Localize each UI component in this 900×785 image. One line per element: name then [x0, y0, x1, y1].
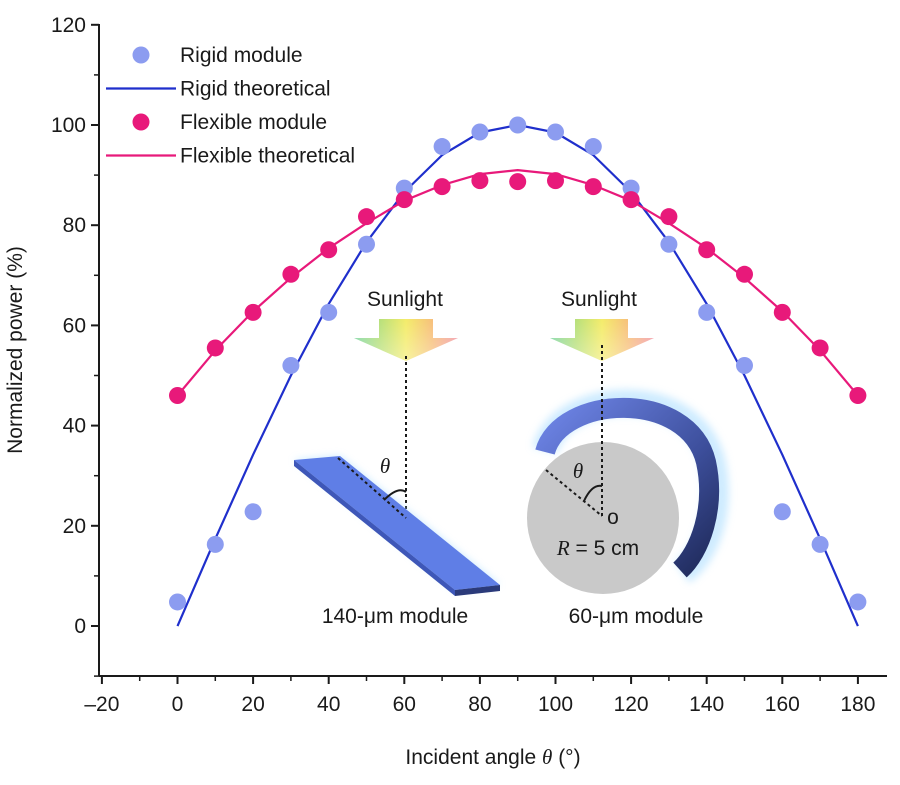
- y-tick-label: 80: [63, 214, 86, 237]
- rigid-module-point: [206, 535, 224, 553]
- inset-left: Sunlight θ 140-μm module: [294, 288, 500, 628]
- rigid-module-point: [471, 123, 489, 141]
- flexible-module-point: [320, 241, 338, 259]
- y-tick-label: 20: [63, 515, 86, 538]
- x-ticks: –20 0 20 40 60 80 100 120 140 160 180: [84, 676, 875, 716]
- flexible-module-point: [811, 339, 829, 357]
- x-tick-label: 40: [317, 693, 340, 716]
- flexible-module-point: [206, 339, 224, 357]
- cylinder-icon: [527, 442, 679, 594]
- axes: 0 20 40 60 80 100 120 –20 0 20 40 60 80 100 120 140 160…: [51, 14, 887, 716]
- rigid-module-point: [849, 593, 867, 611]
- rigid-theoretical-line: [176, 123, 859, 627]
- flexible-module-point: [169, 387, 186, 405]
- flexible-module-point: [773, 303, 791, 321]
- radius-label: R = 5 cm: [556, 536, 639, 560]
- legend-label-rigid-theoretical: Rigid theoretical: [180, 78, 331, 101]
- x-axis-title: Incident angle θ (°): [405, 745, 580, 769]
- flexible-module-point: [433, 178, 451, 196]
- sun-arrow-left-icon: [354, 319, 458, 361]
- rigid-module-point: [660, 235, 678, 253]
- x-tick-label: 160: [765, 693, 800, 716]
- angle-arc-right: [583, 484, 603, 502]
- flexible-module-point: [622, 191, 640, 209]
- angle-arc-left: [383, 489, 407, 501]
- theta-label-right: θ: [573, 459, 583, 483]
- y-axis-title: Normalized power (%): [4, 246, 27, 454]
- x-tick-label: 60: [393, 693, 416, 716]
- flexible-module-icon: [532, 389, 729, 583]
- flexible-module-point: [698, 241, 716, 259]
- rigid-module-point: [282, 356, 300, 374]
- y-tick-label: 0: [74, 615, 86, 638]
- flexible-module-point: [509, 173, 527, 191]
- rigid-module-point: [736, 356, 753, 374]
- flexible-module-point: [660, 208, 678, 226]
- sunlight-label-right: Sunlight: [561, 288, 637, 311]
- rigid-module-icon: [294, 456, 500, 596]
- rigid-module-point: [509, 116, 527, 134]
- flexible-module-point: [395, 191, 413, 209]
- x-tick-label: –20: [84, 693, 119, 716]
- rigid-module-point: [358, 235, 375, 253]
- y-tick-label: 40: [63, 415, 86, 438]
- rigid-module-point: [811, 535, 829, 553]
- center-marker: o: [607, 506, 619, 529]
- flexible-module-point: [282, 265, 300, 283]
- x-tick-label: 0: [172, 693, 184, 716]
- y-tick-label: 100: [51, 114, 86, 137]
- x-tick-label: 80: [468, 693, 491, 716]
- y-tick-label: 60: [63, 314, 86, 337]
- rigid-module-point: [547, 123, 564, 141]
- rigid-module-point: [244, 503, 262, 521]
- theta-label-left: θ: [380, 454, 390, 478]
- x-tick-label: 120: [614, 693, 649, 716]
- rigid-module-point: [584, 138, 602, 156]
- rigid-module-point: [433, 138, 451, 156]
- y-tick-label: 120: [51, 14, 86, 37]
- legend: Rigid module Rigid theoretical Flexible mo…: [106, 44, 355, 168]
- rigid-module-point: [320, 303, 338, 321]
- rigid-module-point: [169, 593, 186, 611]
- x-tick-label: 140: [689, 693, 724, 716]
- flexible-module-point: [358, 208, 375, 226]
- flexible-module-point: [471, 172, 489, 190]
- x-tick-label: 100: [538, 693, 573, 716]
- x-tick-label: 20: [241, 693, 264, 716]
- rigid-module-point: [773, 503, 791, 521]
- legend-marker-flexible-module: [132, 113, 150, 131]
- flexible-module-point: [584, 178, 602, 196]
- y-ticks: 0 20 40 60 80 100 120: [51, 14, 99, 677]
- x-tick-label: 180: [840, 693, 875, 716]
- inset-right: Sunlight θ o R = 5 cm 60-μm module: [527, 288, 729, 628]
- rigid-module-point: [698, 303, 716, 321]
- flexible-module-point: [736, 265, 753, 283]
- series-layer: [169, 116, 867, 627]
- caption-left: 140-μm module: [322, 605, 468, 628]
- flexible-module-point: [849, 387, 867, 405]
- caption-right: 60-μm module: [569, 605, 704, 628]
- legend-label-flexible-theoretical: Flexible theoretical: [180, 145, 355, 168]
- legend-label-flexible-module: Flexible module: [180, 111, 327, 134]
- legend-marker-rigid-module: [132, 46, 150, 64]
- flexible-module-point: [547, 172, 564, 190]
- sun-arrow-right-icon: [550, 319, 654, 361]
- flexible-theoretical-line: [176, 169, 859, 397]
- legend-label-rigid-module: Rigid module: [180, 44, 303, 67]
- normal-line-right: [545, 469, 603, 517]
- flexible-module-point: [244, 303, 262, 321]
- sunlight-label-left: Sunlight: [367, 288, 443, 311]
